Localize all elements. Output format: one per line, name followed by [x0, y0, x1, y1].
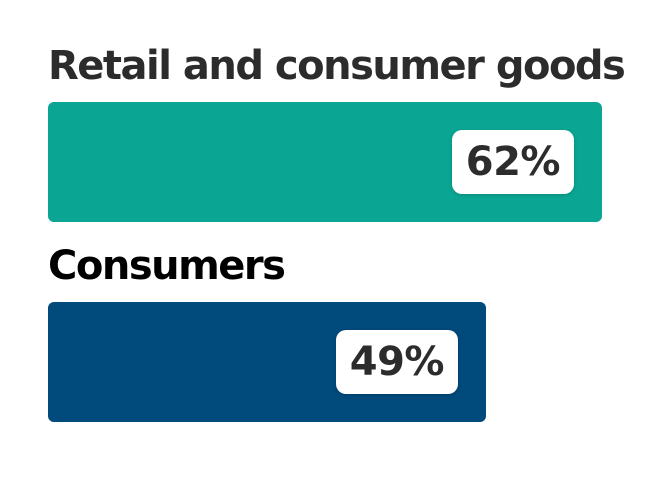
category-label-retail: Retail and consumer goods — [48, 43, 626, 89]
bar-consumers: 49% — [48, 302, 486, 422]
bar-retail: 62% — [48, 102, 602, 222]
category-label-consumers: Consumers — [48, 243, 286, 289]
value-label-consumers: 49% — [335, 330, 458, 394]
value-label-retail: 62% — [451, 130, 574, 194]
